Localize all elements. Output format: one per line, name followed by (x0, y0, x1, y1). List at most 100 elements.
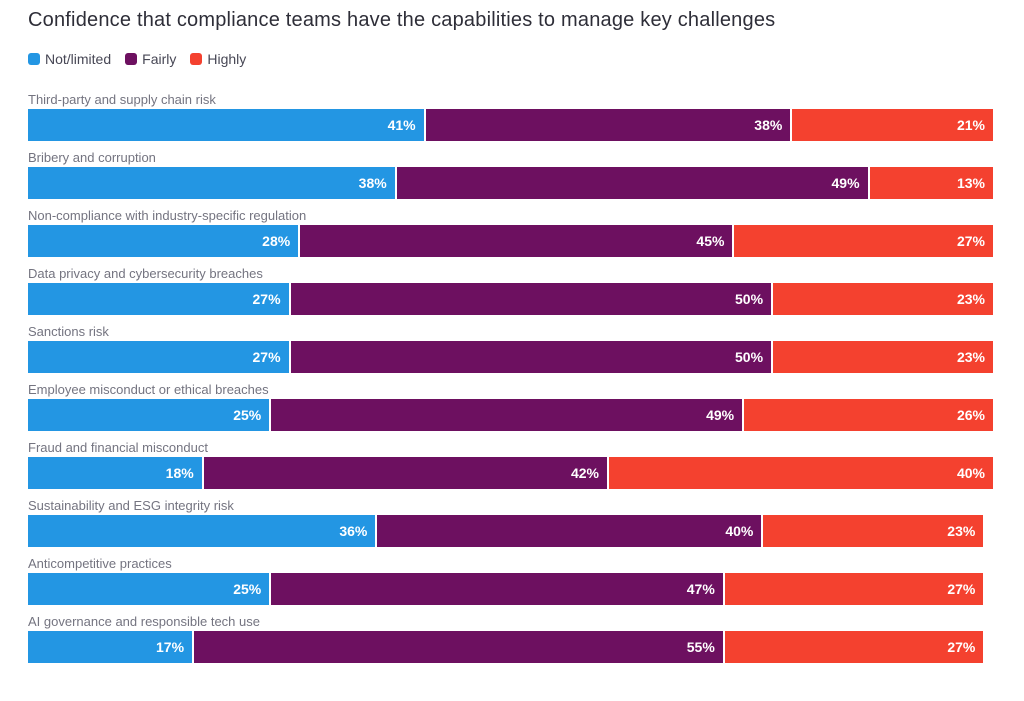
bar-row: Data privacy and cybersecurity breaches 2… (28, 266, 993, 315)
legend: Not/limited Fairly Highly (28, 51, 996, 67)
legend-item: Fairly (125, 51, 176, 67)
bar-row: Employee misconduct or ethical breaches 2… (28, 382, 993, 431)
bar-segment: 25% (28, 573, 270, 605)
bar-value-label: 47% (686, 581, 715, 597)
bar-segment: 27% (722, 631, 984, 663)
legend-label: Highly (207, 51, 247, 67)
bar-row-label: Fraud and financial misconduct (28, 440, 208, 455)
bar-value-label: 38% (754, 117, 783, 133)
bar-value-label: 13% (956, 175, 985, 191)
bar-value-label: 25% (233, 407, 262, 423)
bar-row: Fraud and financial misconduct 18% 42% 40% (28, 440, 993, 489)
bar-value-label: 42% (570, 465, 599, 481)
bar-segment: 21% (790, 109, 993, 141)
bar-row-label: Employee misconduct or ethical breaches (28, 382, 269, 397)
bar-segment: 27% (28, 283, 289, 315)
bar-track: 38% 49% 13% (28, 167, 993, 199)
bar-track: 27% 50% 23% (28, 283, 993, 315)
bar-segment: 38% (423, 109, 791, 141)
legend-swatch-icon (190, 53, 203, 65)
bar-segment: 26% (742, 399, 993, 431)
bar-value-label: 23% (956, 349, 985, 365)
bar-row: Anticompetitive practices 25% 47% 27% (28, 556, 993, 605)
bar-track: 27% 50% 23% (28, 341, 993, 373)
bar-row: Sanctions risk 27% 50% 23% (28, 324, 993, 373)
bar-track: 28% 45% 27% (28, 225, 993, 257)
bar-track: 25% 47% 27% (28, 573, 993, 605)
bar-segment: 23% (761, 515, 984, 547)
legend-item: Highly (190, 51, 246, 67)
bar-value-label: 23% (947, 523, 976, 539)
bar-track: 17% 55% 27% (28, 631, 993, 663)
bar-value-label: 45% (696, 233, 725, 249)
bar-value-label: 28% (262, 233, 291, 249)
bar-row-label: Anticompetitive practices (28, 556, 172, 571)
bar-value-label: 49% (706, 407, 735, 423)
bar-value-label: 18% (165, 465, 194, 481)
bar-value-label: 25% (233, 581, 262, 597)
bar-row: Non-compliance with industry-specific re… (28, 208, 993, 257)
bar-value-label: 17% (156, 639, 185, 655)
bar-row-label: AI governance and responsible tech use (28, 614, 260, 629)
bar-segment: 41% (28, 109, 424, 141)
bar-segment: 47% (269, 573, 723, 605)
legend-item: Not/limited (28, 51, 111, 67)
bar-track: 41% 38% 21% (28, 109, 993, 141)
bar-value-label: 21% (956, 117, 985, 133)
bar-segment: 50% (288, 341, 772, 373)
bar-value-label: 49% (831, 175, 860, 191)
bar-track: 18% 42% 40% (28, 457, 993, 489)
bar-segment: 17% (28, 631, 193, 663)
bar-track: 36% 40% 23% (28, 515, 993, 547)
bar-row: Third-party and supply chain risk 41% 38% 2… (28, 92, 993, 141)
bar-segment: 50% (288, 283, 772, 315)
bar-row-label: Sustainability and ESG integrity risk (28, 498, 234, 513)
bar-segment: 27% (28, 341, 289, 373)
bar-value-label: 27% (947, 581, 976, 597)
bar-segment: 23% (771, 341, 993, 373)
bar-value-label: 27% (252, 349, 281, 365)
bar-segment: 49% (269, 399, 743, 431)
bar-track: 25% 49% 26% (28, 399, 993, 431)
bar-segment: 13% (867, 167, 993, 199)
bar-row-label: Bribery and corruption (28, 150, 156, 165)
bar-value-label: 38% (358, 175, 387, 191)
bar-value-label: 26% (956, 407, 985, 423)
stacked-bar-chart: Third-party and supply chain risk 41% 38% 2… (28, 92, 993, 663)
bar-segment: 40% (375, 515, 762, 547)
bar-value-label: 41% (387, 117, 416, 133)
bar-value-label: 40% (725, 523, 754, 539)
bar-value-label: 36% (339, 523, 368, 539)
bar-value-label: 27% (252, 291, 281, 307)
bar-row: Bribery and corruption 38% 49% 13% (28, 150, 993, 199)
legend-label: Not/limited (45, 51, 112, 67)
legend-swatch-icon (28, 53, 40, 65)
bar-row-label: Data privacy and cybersecurity breaches (28, 266, 263, 281)
bar-segment: 38% (28, 167, 395, 199)
bar-segment: 18% (28, 457, 202, 489)
bar-segment: 49% (394, 167, 868, 199)
bar-value-label: 27% (956, 233, 985, 249)
bar-value-label: 55% (686, 639, 715, 655)
bar-row-label: Non-compliance with industry-specific re… (28, 208, 307, 223)
legend-swatch-icon (125, 53, 138, 65)
bar-value-label: 27% (947, 639, 976, 655)
bar-segment: 42% (201, 457, 607, 489)
bar-value-label: 50% (735, 349, 764, 365)
bar-segment: 40% (606, 457, 993, 489)
bar-segment: 45% (298, 225, 733, 257)
bar-row: Sustainability and ESG integrity risk 36%… (28, 498, 993, 547)
bar-segment: 55% (192, 631, 723, 663)
bar-segment: 27% (722, 573, 984, 605)
bar-value-label: 40% (956, 465, 985, 481)
bar-segment: 25% (28, 399, 270, 431)
legend-label: Fairly (142, 51, 177, 67)
bar-value-label: 23% (956, 291, 985, 307)
bar-value-label: 50% (735, 291, 764, 307)
bar-segment: 23% (771, 283, 993, 315)
bar-row-label: Sanctions risk (28, 324, 109, 339)
bar-segment: 36% (28, 515, 376, 547)
bar-segment: 27% (732, 225, 993, 257)
bar-segment: 28% (28, 225, 299, 257)
